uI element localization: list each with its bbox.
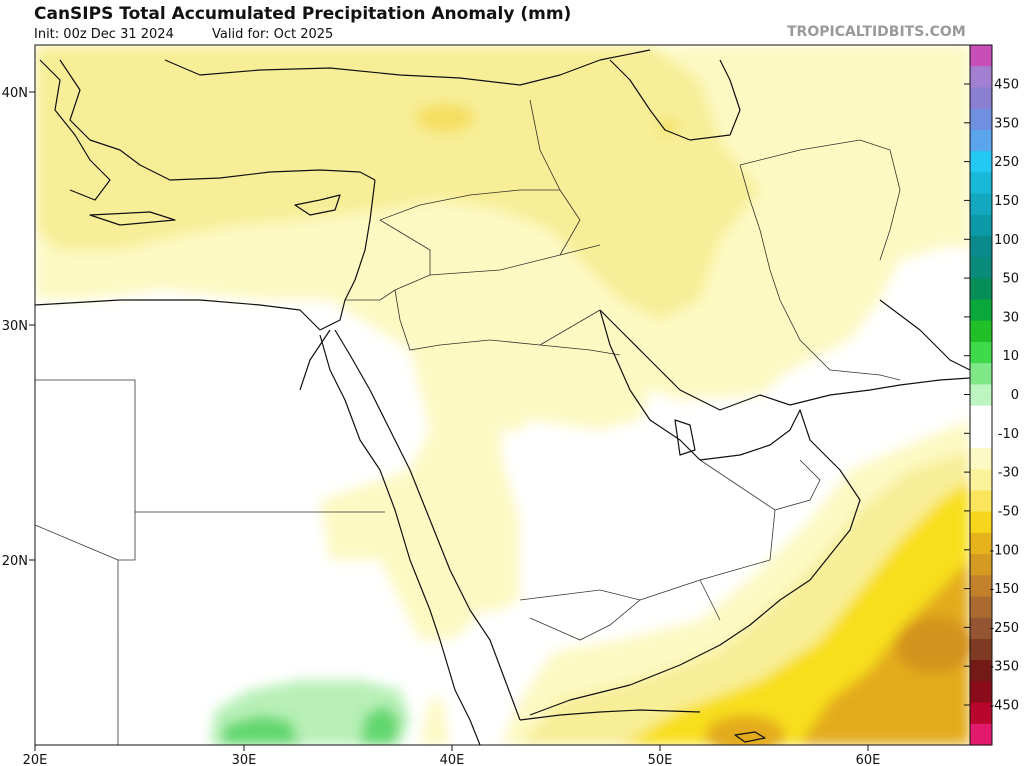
colorbar-label: -150 <box>989 582 1019 597</box>
fill-deep-southeast <box>800 560 970 745</box>
colorbar-swatch <box>970 299 992 322</box>
fill-white-arabia <box>500 400 810 610</box>
colorbar-label: 50 <box>1002 272 1019 287</box>
valid-time: Valid for: Oct 2025 <box>212 27 334 42</box>
map-title: CanSIPS Total Accumulated Precipitation … <box>34 4 572 24</box>
fill-white-egypt <box>35 295 350 690</box>
colorbar-swatch <box>970 320 992 343</box>
colorbar: 4503502501501005030100-10-30-50-100-150-… <box>964 44 1019 746</box>
lon-label: 30E <box>232 753 257 766</box>
lat-ticks: 40N 30N 20N <box>2 86 35 569</box>
plot-area <box>34 44 971 746</box>
lon-label: 60E <box>856 753 881 766</box>
colorbar-swatch <box>970 193 992 216</box>
colorbar-swatch <box>970 426 992 449</box>
lon-label: 50E <box>648 753 673 766</box>
colorbar-swatch <box>970 363 992 385</box>
brand-watermark: TROPICALTIDBITS.COM <box>787 24 966 40</box>
colorbar-swatch <box>970 575 992 598</box>
colorbar-label: 450 <box>994 78 1019 93</box>
fill-light-east <box>880 45 970 250</box>
colorbar-label: -10 <box>998 427 1019 442</box>
lat-label: 20N <box>2 554 28 569</box>
colorbar-swatch <box>970 723 992 746</box>
colorbar-swatch <box>970 66 992 89</box>
colorbar-label: -350 <box>989 660 1019 675</box>
colorbar-swatch <box>970 257 992 279</box>
colorbar-swatch <box>970 129 992 152</box>
colorbar-label: 350 <box>994 116 1019 131</box>
colorbar-swatch <box>970 341 992 364</box>
coastlines <box>35 49 970 745</box>
colorbar-swatch <box>970 511 992 534</box>
fill-mid-north <box>35 45 760 320</box>
colorbar-swatch <box>970 151 992 173</box>
colorbar-label: -50 <box>998 504 1019 519</box>
colorbar-swatch <box>970 554 992 576</box>
colorbar-swatch <box>970 45 992 67</box>
fill-mid-west <box>35 130 230 250</box>
colorbar-labels: 4503502501501005030100-10-30-50-100-150-… <box>964 78 1019 714</box>
colorbar-swatch <box>970 235 992 258</box>
colorbar-swatch <box>970 214 992 237</box>
fill-deepest-southeast <box>895 617 970 673</box>
colorbar-label: 150 <box>994 194 1019 209</box>
colorbar-swatch <box>970 681 992 704</box>
fill-white-redsea <box>440 610 560 745</box>
lon-label: 40E <box>440 753 465 766</box>
colorbar-swatch <box>970 596 992 619</box>
colorbar-swatch <box>970 87 992 110</box>
colorbar-swatch <box>970 384 992 407</box>
colorbar-label: -30 <box>998 466 1019 481</box>
colorbar-label: 10 <box>1002 349 1019 364</box>
colorbar-swatch <box>970 532 992 555</box>
colorbar-label: 0 <box>1011 388 1019 403</box>
fill-deep-south-yemen <box>705 715 785 745</box>
colorbar-label: 250 <box>994 155 1019 170</box>
lat-label: 30N <box>2 319 28 334</box>
colorbar-swatch <box>970 617 992 640</box>
fill-wet-mid <box>220 715 300 745</box>
colorbar-swatch <box>970 172 992 195</box>
colorbar-swatch <box>970 702 992 725</box>
init-time: Init: 00z Dec 31 2024 <box>34 27 174 42</box>
lat-label: 40N <box>2 86 28 101</box>
colorbar-label: -450 <box>989 699 1019 714</box>
anomaly-fills <box>35 45 970 745</box>
lon-label: 20E <box>23 753 48 766</box>
fill-wet-mid-2 <box>360 705 400 745</box>
colorbar-swatch <box>970 490 992 513</box>
colorbar-label: 100 <box>994 233 1019 248</box>
country-borders <box>35 99 901 745</box>
colorbar-label: -100 <box>989 543 1019 558</box>
colorbar-label: 30 <box>1002 310 1019 325</box>
colorbar-swatches <box>970 45 992 746</box>
colorbar-label: -250 <box>989 621 1019 636</box>
colorbar-swatch <box>970 660 992 682</box>
fill-strong-turkey <box>415 103 475 133</box>
fill-strong-caspian <box>658 118 678 134</box>
colorbar-swatch <box>970 405 992 428</box>
colorbar-swatch <box>970 448 992 470</box>
colorbar-swatch <box>970 638 992 661</box>
colorbar-swatch <box>970 278 992 301</box>
colorbar-swatch <box>970 469 992 492</box>
colorbar-swatch <box>970 108 992 131</box>
lon-ticks: 20E 30E 40E 50E 60E <box>23 745 881 766</box>
